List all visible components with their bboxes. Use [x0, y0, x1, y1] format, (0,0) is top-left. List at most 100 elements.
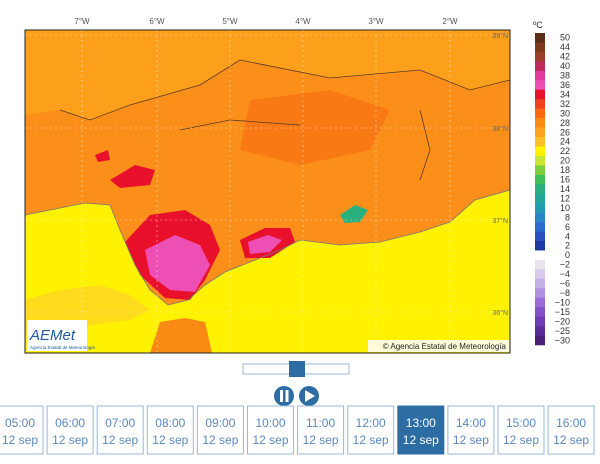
legend-label: −6	[560, 279, 570, 289]
time-button-box[interactable]	[447, 405, 495, 455]
time-label: 14:00	[456, 416, 486, 430]
legend-swatch	[535, 212, 545, 223]
time-button[interactable]: 12:00 12 sep	[347, 405, 395, 455]
legend-label: −30	[555, 335, 570, 345]
time-button[interactable]: 13:00 12 sep	[397, 405, 445, 455]
legend-label: 18	[560, 165, 570, 175]
legend-label: −2	[560, 260, 570, 270]
legend-swatch	[535, 118, 545, 128]
time-button-box[interactable]	[0, 405, 44, 455]
time-label: 05:00	[5, 416, 35, 430]
date-label: 12 sep	[102, 433, 138, 447]
date-label: 12 sep	[52, 433, 88, 447]
legend-swatch	[535, 127, 545, 138]
slider[interactable]	[242, 361, 350, 377]
legend-swatch	[535, 203, 545, 213]
legend-swatch	[535, 42, 545, 53]
legend-swatch	[535, 193, 545, 204]
time-button-box[interactable]	[96, 405, 144, 455]
legend-swatch	[535, 33, 545, 43]
time-buttons: 05:00 12 sep 06:00 12 sep 07:00 12 sep 08:00 12…	[0, 405, 595, 455]
legend-swatch	[535, 184, 545, 195]
legend-label: −10	[555, 297, 570, 307]
time-button[interactable]: 14:00 12 sep	[447, 405, 495, 455]
legend-swatch	[535, 61, 545, 72]
copyright-box	[368, 340, 509, 352]
legend-swatch	[535, 155, 545, 166]
date-label: 12 sep	[353, 433, 389, 447]
legend-label: 34	[560, 89, 570, 99]
lat-label: 37°N	[492, 217, 508, 225]
legend-label: 8	[565, 212, 570, 222]
slider-handle[interactable]	[289, 361, 305, 377]
legend-swatch	[535, 307, 545, 317]
legend-label: 16	[560, 175, 570, 185]
lon-label: 7°W	[74, 17, 90, 26]
time-label: 07:00	[105, 416, 135, 430]
time-label: 11:00	[306, 416, 335, 430]
legend-swatch	[535, 146, 545, 157]
legend-label: −8	[560, 288, 570, 298]
legend-label: 6	[565, 222, 570, 232]
time-button-box[interactable]	[397, 405, 445, 455]
legend-label: 24	[560, 137, 570, 147]
legend-label: 2	[565, 241, 570, 251]
legend-label: 26	[560, 127, 570, 137]
time-button[interactable]: 08:00 12 sep	[146, 405, 194, 455]
time-button-box[interactable]	[247, 405, 294, 455]
time-button-box[interactable]	[46, 405, 94, 455]
time-button-box[interactable]	[347, 405, 395, 455]
play-button[interactable]	[299, 386, 319, 406]
map	[25, 30, 510, 353]
date-label: 12 sep	[2, 433, 38, 447]
pause-button[interactable]	[274, 386, 294, 406]
time-button-box[interactable]	[297, 405, 345, 455]
legend-label: 12	[560, 193, 570, 203]
logo-subtitle: Agencia Estatal de Meteorología	[30, 345, 96, 350]
lon-label: 2°W	[442, 17, 458, 26]
legend-label: 28	[560, 118, 570, 128]
date-label: 12 sep	[553, 433, 589, 447]
time-button-box[interactable]	[146, 405, 194, 455]
time-button[interactable]: 10:00 12 sep	[247, 405, 294, 455]
legend-swatch	[535, 174, 545, 185]
time-label: 13:00	[406, 416, 436, 430]
date-label: 12 sep	[252, 433, 288, 447]
legend-swatch	[535, 222, 545, 232]
time-button[interactable]: 09:00 12 sep	[196, 405, 244, 455]
legend-unit: ºC	[533, 20, 543, 30]
legend-swatch	[535, 250, 545, 261]
time-button[interactable]: 07:00 12 sep	[96, 405, 144, 455]
legend-label: 10	[560, 203, 570, 213]
date-label: 12 sep	[202, 433, 238, 447]
time-button[interactable]: 16:00 12 sep	[547, 405, 595, 455]
time-label: 10:00	[255, 416, 285, 430]
time-button[interactable]: 11:00 12 sep	[297, 405, 345, 455]
time-button-box[interactable]	[497, 405, 545, 455]
time-button[interactable]: 05:00 12 sep	[0, 405, 44, 455]
time-button-box[interactable]	[547, 405, 595, 455]
copyright: © Agencia Estatal de Meteorología	[383, 342, 507, 351]
legend-label: −4	[560, 269, 570, 279]
legend-swatch	[535, 89, 545, 100]
lon-label: 4°W	[295, 17, 311, 26]
time-button-box[interactable]	[196, 405, 244, 455]
time-label: 12:00	[356, 416, 386, 430]
legend-swatch	[535, 51, 545, 62]
time-button[interactable]: 06:00 12 sep	[46, 405, 94, 455]
time-label: 06:00	[55, 416, 85, 430]
legend-swatch	[535, 269, 545, 280]
legend-label: −20	[555, 316, 570, 326]
legend-label: 22	[560, 146, 570, 156]
time-button[interactable]: 15:00 12 sep	[497, 405, 545, 455]
legend-label: 4	[565, 231, 570, 241]
time-label: 16:00	[556, 416, 586, 430]
legend-swatch	[535, 288, 545, 299]
date-label: 12 sep	[503, 433, 539, 447]
legend-swatch	[535, 297, 545, 308]
logo-box	[27, 320, 87, 351]
date-label: 12 sep	[152, 433, 188, 447]
legend-swatch	[535, 316, 545, 327]
legend-swatch	[535, 165, 545, 176]
